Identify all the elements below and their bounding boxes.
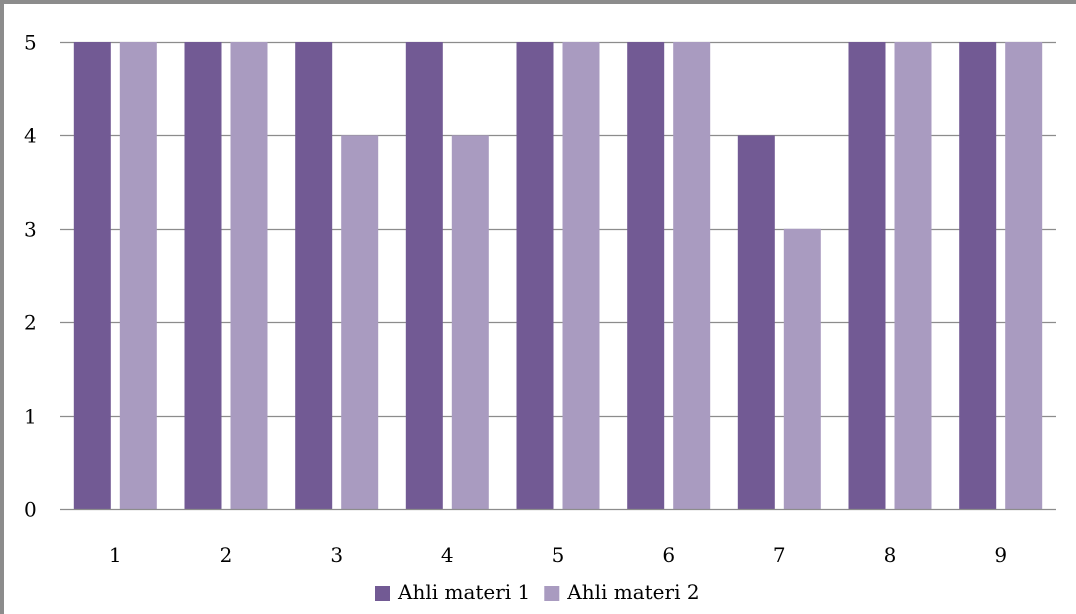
x-tick-label-8: 8 xyxy=(884,543,897,567)
x-tick-label-1: 1 xyxy=(109,543,122,567)
bar-series1-cat-3 xyxy=(295,42,333,509)
bar-series2-cat-5 xyxy=(562,42,600,509)
y-tick-label-4: 4 xyxy=(24,124,37,148)
legend-label-series2: Ahli materi 2 xyxy=(566,580,699,604)
y-tick-label-3: 3 xyxy=(24,218,37,242)
bar-series1-cat-9 xyxy=(959,42,997,509)
legend-swatch-series1 xyxy=(375,586,390,601)
x-tick-label-9: 9 xyxy=(994,543,1007,567)
x-tick-label-6: 6 xyxy=(662,543,675,567)
y-tick-label-1: 1 xyxy=(24,405,37,429)
x-tick-label-4: 4 xyxy=(441,543,454,567)
bars xyxy=(73,42,1043,510)
y-tick-label-0: 0 xyxy=(24,498,37,522)
legend: Ahli materi 1 Ahli materi 2 xyxy=(375,580,700,604)
bar-series1-cat-5 xyxy=(516,42,554,509)
bar-series1-cat-2 xyxy=(184,42,222,509)
bar-series2-cat-6 xyxy=(673,42,711,509)
gridlines xyxy=(60,41,1056,418)
bar-series1-cat-1 xyxy=(73,42,111,509)
bar-series2-cat-2 xyxy=(230,42,268,509)
legend-label-series1: Ahli materi 1 xyxy=(397,580,530,604)
x-tick-label-5: 5 xyxy=(552,543,565,567)
bar-series2-cat-8 xyxy=(894,42,932,509)
bar-series2-cat-7 xyxy=(783,228,821,510)
bar-series1-cat-6 xyxy=(627,42,665,509)
bar-series1-cat-8 xyxy=(848,42,886,509)
x-tick-label-7: 7 xyxy=(773,543,786,567)
bar-series2-cat-4 xyxy=(451,135,489,509)
bar-series2-cat-9 xyxy=(1005,42,1043,509)
y-tick-label-5: 5 xyxy=(24,31,37,55)
y-tick-label-2: 2 xyxy=(24,311,37,335)
bar-series2-cat-1 xyxy=(119,42,157,509)
bar-series1-cat-7 xyxy=(737,135,775,509)
bar-series2-cat-3 xyxy=(341,135,379,509)
axes: 0 1 2 3 4 5 1 2 3 4 5 6 7 8 9 xyxy=(24,31,1056,567)
x-tick-label-3: 3 xyxy=(330,543,343,567)
bar-series1-cat-4 xyxy=(405,42,443,509)
x-tick-label-2: 2 xyxy=(220,543,233,567)
legend-swatch-series2 xyxy=(544,586,560,601)
